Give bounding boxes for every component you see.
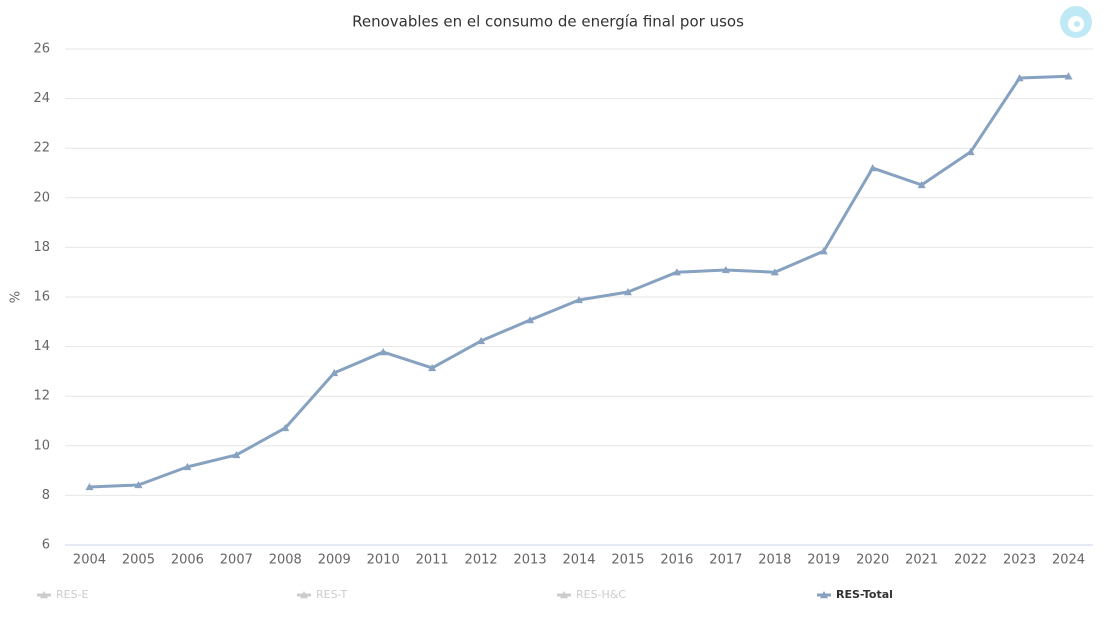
legend-label: RES-T [316,588,348,601]
x-tick-label: 2022 [954,553,987,568]
x-tick-label: 2007 [220,553,253,568]
point-marker [183,462,192,471]
y-tick-label: 16 [33,290,50,305]
legend-label: RES-E [56,588,89,601]
x-tick-label: 2017 [709,553,742,568]
y-tick-label: 20 [33,190,50,205]
point-marker [379,348,388,356]
point-marker [819,247,828,255]
y-tick-label: 10 [33,438,50,453]
point-marker [85,482,94,491]
x-tick-label: 2023 [1003,553,1036,568]
x-tick-label: 2009 [318,553,351,568]
x-tick-label: 2021 [905,553,938,568]
x-tick-label: 2012 [465,553,498,568]
point-marker [330,368,339,377]
legend-marker [820,591,828,599]
chart-title: Renovables en el consumo de energía fina… [352,13,744,31]
x-tick-label: 2024 [1052,553,1085,568]
y-tick-label: 18 [33,240,50,255]
x-tick-label: 2020 [856,553,889,568]
x-tick-label: 2018 [758,553,791,568]
point-marker [1064,72,1073,80]
point-marker [623,288,632,296]
legend-marker [300,591,308,599]
y-tick-label: 6 [42,538,50,553]
x-tick-label: 2005 [122,553,155,568]
legend-label: RES-Total [836,588,893,601]
y-tick-label: 26 [33,42,50,57]
x-tick-label: 2019 [807,553,840,568]
y-tick-label: 24 [33,91,50,106]
x-tick-label: 2016 [660,553,693,568]
point-marker [526,316,535,324]
legend-marker [40,591,48,599]
x-tick-label: 2004 [73,553,106,568]
point-marker [575,295,583,304]
point-marker [134,480,143,489]
x-tick-label: 2010 [367,553,400,568]
point-marker [428,363,437,372]
point-marker [1015,74,1024,82]
point-marker [232,450,241,459]
point-marker [868,164,877,172]
x-tick-label: 2008 [269,553,302,568]
point-marker [966,147,975,156]
point-marker [672,268,681,276]
legend-label: RES-H&C [576,588,626,601]
x-tick-label: 2015 [611,553,644,568]
y-tick-label: 8 [42,488,50,503]
point-marker [917,180,926,189]
point-marker [281,423,290,432]
x-tick-label: 2006 [171,553,204,568]
point-marker [721,265,730,274]
x-tick-label: 2014 [562,553,595,568]
line [89,74,1069,489]
legend-marker [560,591,568,599]
x-tick-label: 2013 [514,553,547,568]
logo [1060,6,1092,38]
point-marker [770,268,779,276]
y-tick-label: 12 [33,389,50,404]
point-marker [477,336,486,345]
y-tick-label: 14 [33,339,50,354]
y-tick-label: 22 [33,141,50,156]
x-tick-label: 2011 [416,553,449,568]
y-axis-label: % [9,291,24,303]
